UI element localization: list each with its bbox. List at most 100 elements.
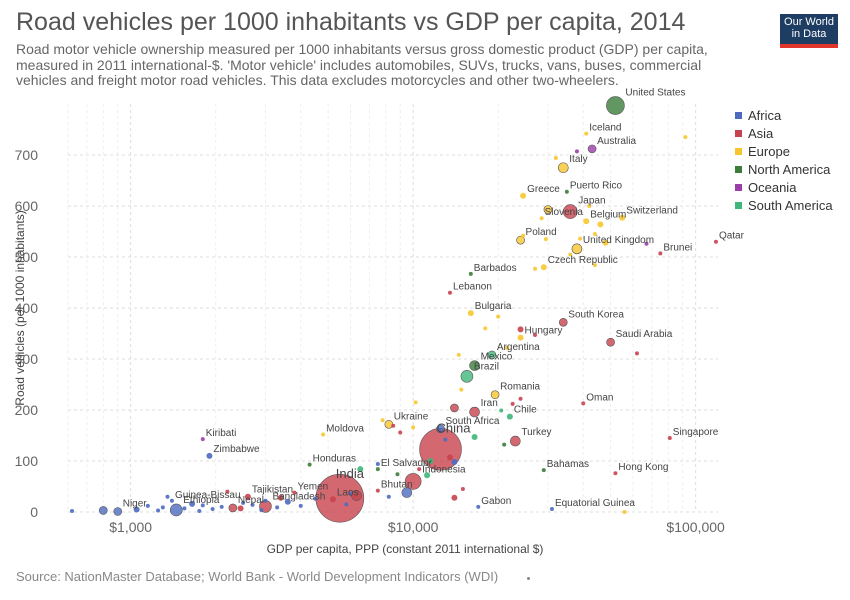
point-hungary[interactable] (517, 334, 524, 341)
point-switzerland[interactable] (619, 214, 626, 221)
point-belgium[interactable] (583, 218, 590, 225)
point-unlabeled[interactable] (634, 351, 639, 356)
point-lebanon[interactable] (447, 290, 452, 295)
point-ethiopia[interactable] (169, 503, 183, 517)
point-brunei[interactable] (658, 251, 663, 256)
point-unlabeled[interactable] (471, 434, 478, 441)
point-poland[interactable] (516, 235, 525, 245)
legend-item-south-america[interactable]: South America (735, 196, 833, 214)
point-unlabeled[interactable] (510, 401, 515, 406)
point-unlabeled[interactable] (413, 400, 418, 405)
point-iran[interactable] (469, 406, 480, 418)
point-unlabeled[interactable] (574, 149, 579, 154)
point-south-africa[interactable] (436, 424, 445, 434)
point-turkey[interactable] (510, 435, 521, 447)
point-unlabeled[interactable] (451, 494, 458, 501)
point-unlabeled[interactable] (200, 503, 205, 508)
point-unlabeled[interactable] (225, 489, 230, 494)
point-unlabeled[interactable] (427, 458, 434, 464)
point-unlabeled[interactable] (298, 503, 303, 508)
point-unlabeled[interactable] (189, 500, 196, 507)
point-unlabeled[interactable] (496, 314, 501, 319)
point-honduras[interactable] (307, 462, 312, 467)
point-bahamas[interactable] (541, 468, 546, 473)
point-nepal[interactable] (228, 503, 238, 513)
point-oman[interactable] (581, 401, 586, 406)
point-united-states[interactable] (606, 96, 625, 115)
legend-item-asia[interactable]: Asia (735, 124, 833, 142)
point-ukraine[interactable] (384, 419, 394, 429)
legend-item-africa[interactable]: Africa (735, 106, 833, 124)
point-guinea-bissau[interactable] (169, 498, 174, 503)
source-note[interactable]: Source: NationMaster Database; World Ban… (16, 569, 499, 584)
point-bhutan[interactable] (375, 488, 380, 493)
point-unlabeled[interactable] (219, 504, 224, 509)
point-unlabeled[interactable] (395, 472, 400, 477)
point-gabon[interactable] (476, 504, 481, 509)
point-unlabeled[interactable] (357, 466, 364, 473)
point-unlabeled[interactable] (450, 403, 459, 413)
legend-item-europe[interactable]: Europe (735, 142, 833, 160)
point-unlabeled[interactable] (313, 496, 318, 501)
point-yemen[interactable] (292, 490, 297, 495)
point-slovenia[interactable] (539, 216, 544, 221)
point-unlabeled[interactable] (683, 135, 688, 140)
point-unlabeled[interactable] (443, 437, 448, 442)
point-tajikistan[interactable] (244, 493, 251, 500)
point-italy[interactable] (557, 162, 569, 174)
point-unlabeled[interactable] (344, 502, 349, 507)
point-barbados[interactable] (468, 271, 473, 276)
point-unlabeled[interactable] (275, 505, 280, 510)
point-unlabeled[interactable] (505, 345, 510, 350)
legend-item-north-america[interactable]: North America (735, 160, 833, 178)
point-unlabeled[interactable] (446, 454, 453, 461)
point-unlabeled[interactable] (417, 467, 422, 472)
point-united-kingdom[interactable] (571, 243, 583, 255)
point-unlabeled[interactable] (70, 508, 75, 513)
point-brazil[interactable] (460, 370, 474, 383)
point-unlabeled[interactable] (250, 502, 255, 507)
point-unlabeled[interactable] (241, 500, 246, 505)
point-unlabeled[interactable] (499, 408, 504, 413)
point-unlabeled[interactable] (160, 505, 165, 510)
point-unlabeled[interactable] (165, 494, 170, 499)
point-indonesia[interactable] (404, 473, 422, 490)
point-moldova[interactable] (321, 432, 326, 437)
point-unlabeled[interactable] (386, 494, 391, 499)
point-unlabeled[interactable] (459, 387, 464, 392)
point-unlabeled[interactable] (587, 204, 592, 208)
legend-item-oceania[interactable]: Oceania (735, 178, 833, 196)
point-chile[interactable] (506, 413, 513, 420)
point-south-korea[interactable] (558, 317, 568, 327)
point-unlabeled[interactable] (543, 237, 548, 242)
point-kiribati[interactable] (200, 437, 205, 442)
point-hong-kong[interactable] (613, 471, 618, 476)
point-unlabeled[interactable] (533, 266, 538, 271)
point-unlabeled[interactable] (375, 462, 380, 467)
point-unlabeled[interactable] (460, 487, 465, 492)
point-unlabeled[interactable] (98, 506, 108, 515)
point-qatar[interactable] (713, 239, 718, 244)
point-iceland[interactable] (584, 131, 589, 136)
point-unlabeled[interactable] (391, 423, 396, 428)
point-equatorial-guinea[interactable] (549, 506, 554, 511)
point-unlabeled[interactable] (592, 263, 597, 268)
point-unlabeled[interactable] (398, 430, 403, 435)
owid-logo[interactable]: Our World in Data (780, 14, 838, 48)
point-argentina[interactable] (487, 350, 497, 360)
point-romania[interactable] (490, 390, 500, 400)
point-unlabeled[interactable] (502, 442, 507, 447)
point-unlabeled[interactable] (644, 241, 649, 246)
point-czech-republic[interactable] (540, 264, 547, 271)
point-unlabeled[interactable] (518, 396, 523, 401)
point-unlabeled[interactable] (401, 487, 413, 498)
point-unlabeled[interactable] (351, 490, 362, 501)
point-unlabeled[interactable] (380, 418, 385, 423)
point-unlabeled[interactable] (156, 508, 161, 513)
point-saudi-arabia[interactable] (606, 337, 615, 347)
point-puerto-rico[interactable] (564, 189, 569, 194)
point-unlabeled[interactable] (456, 352, 461, 357)
point-unlabeled[interactable] (483, 326, 488, 331)
point-singapore[interactable] (667, 436, 672, 441)
point-unlabeled[interactable] (145, 503, 150, 508)
